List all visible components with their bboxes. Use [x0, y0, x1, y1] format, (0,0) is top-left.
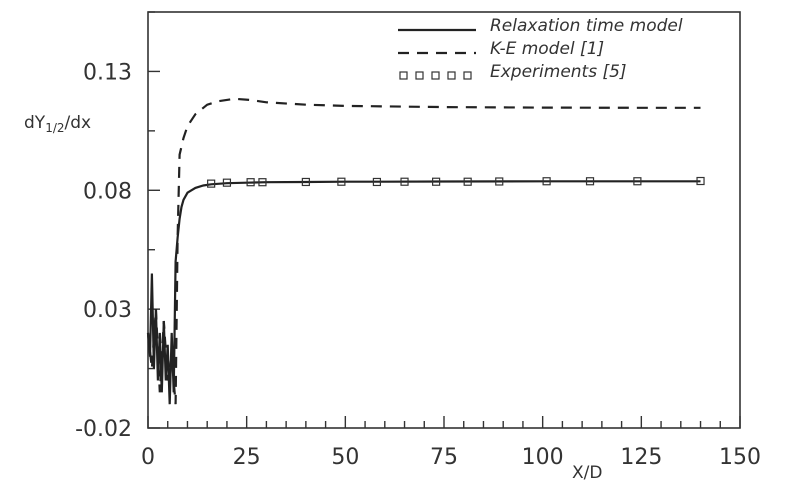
y-tick-label: 0.13: [83, 60, 132, 85]
experiment-point: [372, 177, 382, 187]
experiment-point: [222, 178, 232, 187]
experiment-point: [633, 177, 642, 186]
legend-marker: [431, 71, 440, 80]
experiment-point: [258, 178, 267, 187]
y-axis-tick-labels: -0.02 0.03 0.08 0.13: [75, 60, 132, 442]
x-tick-label: 75: [430, 445, 458, 470]
experiment-point: [542, 177, 551, 186]
legend-swatch-markers: [399, 71, 472, 80]
y-axis-label-main: dY: [24, 113, 46, 133]
experiment-point: [337, 177, 346, 186]
experiment-point: [246, 178, 255, 187]
y-axis-label-subscript: 1/2: [45, 121, 64, 135]
legend-label-relaxation: Relaxation time model: [490, 16, 683, 36]
experiment-point: [301, 177, 310, 187]
legend-marker: [447, 71, 456, 80]
x-axis-label: X/D: [572, 463, 602, 483]
x-axis-ticks: [147, 416, 741, 428]
series-relaxation-line: [146, 180, 701, 405]
legend-label-ke-model: K-E model [1]: [490, 39, 604, 59]
legend: Relaxation time model K-E model [1] Expe…: [398, 16, 683, 82]
series-layer: [146, 97, 705, 405]
x-tick-label: 0: [141, 445, 155, 470]
experiment-point: [432, 177, 441, 186]
legend-marker: [463, 71, 472, 80]
plot-frame: [147, 11, 741, 429]
y-axis-label: dY1/2/dx: [24, 113, 91, 135]
x-tick-label: 125: [620, 445, 662, 470]
x-tick-label: 50: [331, 445, 359, 470]
x-tick-label: 150: [719, 445, 761, 470]
y-tick-label: 0.08: [83, 179, 132, 204]
x-axis-tick-labels: 0 25 50 75 100 125 150: [141, 445, 761, 470]
experiment-point: [585, 177, 595, 186]
y-tick-label: -0.02: [75, 417, 132, 442]
y-axis-label-tail: /dx: [65, 113, 92, 133]
series-ke-model-line: [146, 97, 701, 405]
x-tick-label: 25: [233, 445, 261, 470]
experiment-point: [696, 176, 705, 186]
legend-marker: [415, 71, 424, 80]
x-tick-label: 100: [522, 445, 564, 470]
legend-marker: [399, 71, 408, 80]
y-axis-ticks: [148, 11, 160, 429]
legend-label-experiments: Experiments [5]: [490, 62, 627, 82]
experiment-point: [400, 177, 409, 186]
experiment-point: [495, 177, 504, 186]
experiment-point: [207, 179, 216, 188]
series-experiments-markers: [207, 176, 705, 188]
experiment-point: [463, 177, 472, 186]
y-tick-label: 0.03: [83, 298, 132, 323]
